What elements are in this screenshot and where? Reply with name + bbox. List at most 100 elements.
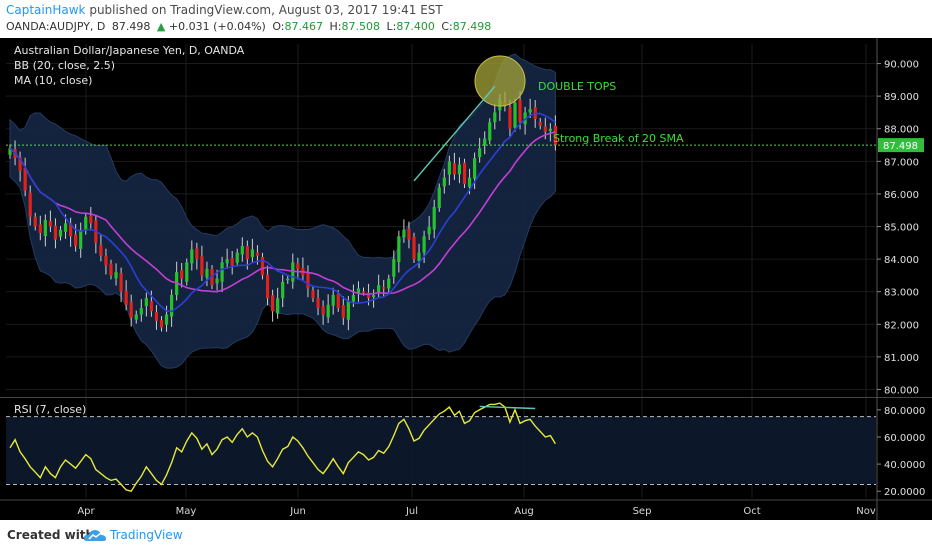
candle-body	[266, 274, 269, 298]
candle-body	[231, 258, 234, 265]
candle-body	[104, 256, 107, 266]
candle-body	[549, 129, 552, 131]
candle-body	[215, 279, 218, 284]
candle-body	[59, 230, 62, 237]
candle	[463, 159, 466, 188]
price-tick-label: 80.000	[884, 385, 919, 396]
candle-body	[397, 236, 400, 262]
candle-body	[241, 246, 244, 254]
published-text: published on TradingView.com, August 03,…	[89, 3, 442, 17]
price-tick-label: 90.000	[884, 60, 919, 71]
double-top-highlight-circle	[475, 56, 525, 106]
candle-body	[281, 282, 284, 298]
candle-body	[544, 126, 547, 132]
footer: Created with TradingView	[0, 520, 932, 550]
candle-body	[286, 279, 289, 281]
price-tick-label: 89.000	[884, 92, 919, 103]
candle-body	[382, 287, 385, 289]
candle	[185, 258, 188, 285]
candle-body	[84, 217, 87, 231]
candle-body	[155, 312, 158, 321]
rsi-legend[interactable]: RSI (7, close)	[14, 403, 86, 416]
candle-body	[417, 253, 420, 261]
rsi-tick-label: 20.0000	[884, 487, 925, 498]
candle-body	[256, 252, 259, 256]
candle-body	[74, 234, 77, 246]
high-label: H:	[330, 20, 342, 33]
rsi-tick-label: 80.0000	[884, 406, 925, 417]
candle-body	[221, 262, 224, 281]
break-sma-annotation: Strong Break of 20 SMA	[553, 132, 684, 145]
bb-legend[interactable]: BB (20, close, 2.5)	[14, 59, 115, 72]
rsi-tick-label: 60.0000	[884, 433, 925, 444]
candle-body	[130, 302, 133, 318]
candle-body	[337, 294, 340, 308]
candle-body	[347, 301, 350, 319]
candle-body	[458, 165, 461, 175]
open-value: 87.467	[285, 20, 324, 33]
candle-body	[423, 236, 426, 252]
candle-body	[145, 298, 148, 306]
candle-body	[185, 262, 188, 281]
candle-body	[443, 178, 446, 187]
candle-body	[89, 216, 92, 223]
price-tick-label: 86.000	[884, 190, 919, 201]
time-tick-label: Nov	[856, 506, 876, 517]
price-tick-label: 85.000	[884, 223, 919, 234]
symbol-label: OANDA:AUDJPY, D	[6, 20, 105, 33]
time-tick-label: Sep	[633, 506, 652, 517]
candle-body	[488, 122, 491, 140]
low-label: L:	[386, 20, 396, 33]
candle-body	[412, 237, 415, 259]
candle-body	[44, 220, 47, 236]
publish-header: CaptainHawk published on TradingView.com…	[0, 0, 932, 38]
candle-body	[125, 291, 128, 305]
candle-body	[251, 249, 254, 257]
chart-title: Australian Dollar/Japanese Yen, D, OANDA	[14, 44, 244, 57]
last-price: 87.498	[112, 20, 151, 33]
price-tick-label: 82.000	[884, 320, 919, 331]
chart-area[interactable]: 80.000 81.000 82.000 83.000 84.000 85.000 86.0…	[0, 38, 932, 520]
rsi-divergence-line	[480, 406, 536, 408]
candle-body	[518, 100, 521, 122]
candle-body	[160, 320, 163, 327]
candle-body	[483, 139, 486, 146]
candle-body	[402, 230, 405, 237]
author-link[interactable]: CaptainHawk	[6, 3, 86, 17]
time-tick-label: Apr	[77, 506, 95, 517]
candle-body	[140, 308, 143, 315]
candle-body	[246, 246, 249, 259]
candle-body	[539, 122, 542, 126]
price-chart[interactable]: 80.000 81.000 82.000 83.000 84.000 85.000 86.0…	[0, 38, 932, 520]
candle-body	[473, 158, 476, 179]
candle-body	[39, 225, 42, 233]
created-with-text: Created with	[7, 528, 94, 542]
candle-body	[392, 259, 395, 277]
candle-body	[311, 290, 314, 298]
close-label: C:	[441, 20, 452, 33]
price-tick-label: 88.000	[884, 125, 919, 136]
candle	[513, 99, 516, 132]
candle-body	[195, 248, 198, 259]
candle-body	[24, 168, 27, 190]
close-value: 87.498	[453, 20, 492, 33]
candle-body	[165, 315, 168, 325]
candle-body	[372, 295, 375, 297]
candle-body	[448, 161, 451, 174]
candle	[412, 233, 415, 263]
candle-body	[478, 148, 481, 157]
candle-body	[276, 298, 279, 313]
tradingview-brand-link[interactable]: TradingView	[110, 528, 183, 542]
candle	[261, 253, 264, 279]
candle-body	[135, 315, 138, 320]
candle-body	[29, 193, 32, 217]
candle-body	[190, 249, 193, 263]
time-tick-label: Jul	[405, 506, 418, 517]
publish-line: CaptainHawk published on TradingView.com…	[6, 3, 443, 17]
candle-body	[170, 295, 173, 317]
price-change: +0.031 (+0.04%)	[169, 20, 266, 33]
ma-legend[interactable]: MA (10, close)	[14, 74, 92, 87]
time-tick-label: Aug	[514, 506, 534, 517]
candle-body	[200, 256, 203, 275]
candle-body	[34, 217, 37, 227]
